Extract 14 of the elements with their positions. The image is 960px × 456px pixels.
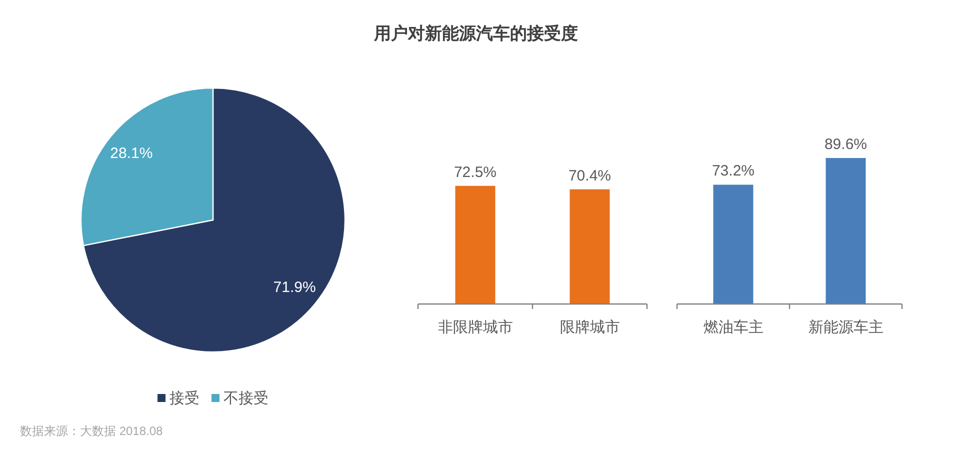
category-label: 新能源车主 (808, 319, 884, 336)
data-label: 72.5% (454, 164, 497, 181)
annotation: 数据来源：大数据 2018.08 (20, 424, 163, 438)
legend-label: 不接受 (224, 390, 268, 407)
category-label: 燃油车主 (703, 319, 764, 336)
data-label: 70.4% (568, 167, 612, 184)
data-label: 71.9% (273, 279, 316, 296)
legend-label: 接受 (170, 390, 200, 407)
data-label: 73.2% (712, 162, 755, 180)
category-label: 非限牌城市 (438, 319, 513, 336)
data-label: 89.6% (824, 136, 868, 153)
data-label: 28.1% (110, 144, 153, 162)
category-label: 限牌城市 (560, 319, 620, 336)
title: 用户对新能源汽车的接受度 (374, 24, 578, 43)
